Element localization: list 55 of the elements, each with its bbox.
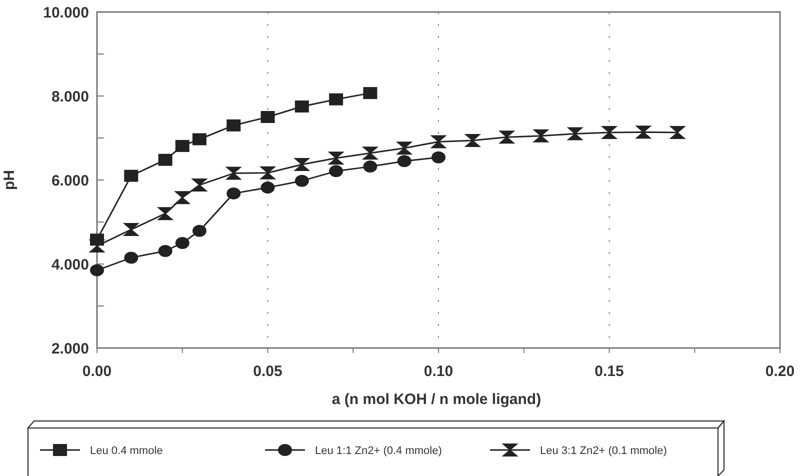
y-tick-label: 10.000 [43, 4, 89, 22]
point [568, 127, 583, 140]
point [432, 151, 446, 164]
point [363, 87, 378, 100]
point [175, 237, 190, 249]
y-tick-label: 6.000 [51, 172, 89, 190]
legend-label: Leu 1:1 Zn2+ (0.4 mmole) [315, 444, 442, 457]
point [260, 166, 276, 180]
x-tick-label: 0.20 [765, 363, 795, 380]
point [636, 126, 651, 139]
legend-label: Leu 3:1 Zn2+ (0.1 mmole) [540, 444, 667, 457]
point [226, 166, 242, 180]
point [192, 224, 206, 237]
y-tick-label: 2.000 [51, 340, 89, 358]
point [397, 155, 412, 168]
x-tick-label: 0.05 [253, 363, 282, 380]
point [124, 223, 139, 236]
y-axis-title: pH [1, 170, 18, 190]
point [158, 244, 172, 257]
y-tick-label: 8.000 [51, 88, 89, 106]
point [260, 111, 275, 123]
x-tick-label: 0.10 [424, 363, 454, 380]
x-tick-label: 0.15 [594, 363, 624, 380]
point [192, 178, 207, 192]
point [363, 160, 378, 173]
point [90, 239, 104, 252]
point [260, 182, 275, 194]
point [226, 119, 241, 132]
point [175, 140, 190, 152]
legend-label: Leu 0.4 mmole [90, 444, 163, 457]
point [226, 187, 241, 200]
point [602, 126, 617, 140]
point [124, 252, 138, 264]
point [670, 126, 686, 140]
point [329, 93, 344, 106]
x-axis-title: a (n mol KOH / n mole ligand) [332, 391, 542, 408]
x-tick-label: 0.00 [82, 363, 112, 380]
point [174, 191, 190, 204]
point [431, 135, 446, 148]
point [533, 129, 548, 142]
point [294, 100, 309, 112]
point [329, 165, 344, 178]
point [465, 134, 480, 148]
point [90, 264, 104, 276]
point [328, 152, 344, 165]
y-tick-label: 4.000 [51, 256, 89, 274]
point [192, 133, 206, 146]
point [158, 207, 173, 220]
point [396, 142, 412, 155]
point [362, 146, 378, 160]
point [294, 174, 309, 187]
point [499, 130, 514, 144]
point [294, 158, 310, 171]
point [158, 154, 172, 166]
point [124, 170, 138, 182]
